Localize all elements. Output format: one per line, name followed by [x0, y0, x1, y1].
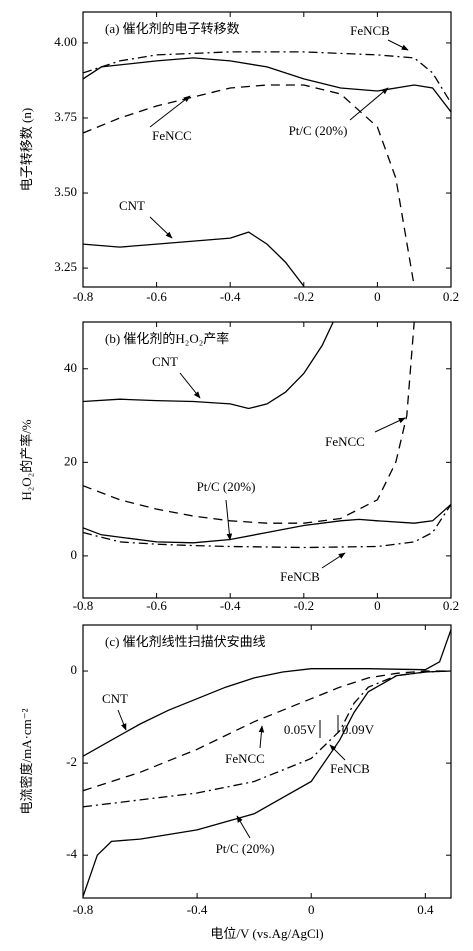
annotation: 0.09V: [342, 722, 375, 737]
x-tick-label: 0.2: [443, 598, 459, 613]
series-label: CNT: [119, 198, 145, 213]
y-axis-label: 电子转移数 (n): [19, 108, 34, 191]
x-tick-label: -0.2: [294, 289, 315, 304]
x-tick-label: -0.4: [220, 598, 241, 613]
series-line: [83, 231, 305, 287]
series-line: [83, 670, 451, 897]
panel-title: (a) 催化剂的电子转移数: [105, 21, 240, 36]
series-label: Pt/C (20%): [216, 841, 275, 856]
series-line: [83, 504, 451, 549]
x-tick-label: 0.4: [417, 902, 434, 917]
plot-area: [83, 322, 451, 549]
plot-frame: [82, 11, 452, 288]
label-arrow: [349, 87, 389, 121]
x-tick-label: 0.2: [443, 289, 459, 304]
plot-frame: [82, 624, 452, 899]
x-tick-label: -0.2: [294, 598, 315, 613]
plot-area: [83, 51, 451, 287]
series-line: [83, 51, 451, 104]
x-tick-label: -0.6: [146, 598, 167, 613]
label-arrow: [149, 216, 173, 239]
series-line: [83, 629, 451, 757]
label-arrow: [236, 815, 251, 839]
y-tick-label: 0: [71, 547, 78, 562]
y-tick-label: -2: [66, 754, 77, 769]
series-label: FeNCB: [350, 23, 390, 38]
series-line: [83, 322, 334, 410]
series-line: [83, 322, 415, 524]
x-tick-label: -0.6: [146, 289, 167, 304]
label-arrow: [321, 552, 346, 569]
x-axis-label: 电位/V (vs.Ag/AgCl): [210, 926, 323, 941]
panel-title: (b) 催化剂的H₂O₂产率: [105, 331, 229, 346]
y-axis-label: H₂O₂的产率/%: [19, 419, 34, 500]
plot-area: [83, 629, 451, 897]
label-arrow: [387, 39, 409, 51]
y-tick-label: 3.75: [54, 109, 77, 124]
series-label: Pt/C (20%): [289, 123, 348, 138]
series-label: FeNCC: [325, 434, 365, 449]
label-arrow: [149, 95, 191, 128]
label-arrow: [329, 744, 346, 761]
series-label: FeNCC: [152, 128, 192, 143]
series-label: CNT: [152, 354, 178, 369]
x-tick-label: -0.4: [187, 902, 208, 917]
label-arrow: [179, 372, 201, 399]
x-tick-label: -0.4: [220, 289, 241, 304]
series-label: CNT: [102, 691, 128, 706]
x-tick-label: 0: [374, 598, 381, 613]
x-tick-label: -0.8: [73, 902, 94, 917]
x-tick-label: -0.8: [73, 289, 94, 304]
series-label: FeNCB: [330, 761, 370, 776]
panel-title: (c) 催化剂线性扫描伏安曲线: [105, 634, 266, 649]
y-tick-label: 3.50: [54, 184, 77, 199]
series-line: [83, 670, 451, 808]
x-tick-label: -0.8: [73, 598, 94, 613]
series-line: [83, 57, 451, 113]
y-axis-label: 电流密度/mA·cm⁻²: [19, 708, 34, 814]
series-label: FeNCB: [280, 569, 320, 584]
label-arrow: [117, 709, 127, 731]
label-arrow: [225, 499, 233, 541]
y-tick-label: 4.00: [54, 34, 77, 49]
y-tick-label: -4: [66, 846, 77, 861]
series-line: [83, 84, 415, 287]
y-tick-label: 40: [64, 360, 77, 375]
x-tick-label: 0: [308, 902, 315, 917]
series-label: FeNCC: [225, 751, 265, 766]
label-arrow: [374, 417, 406, 433]
y-tick-label: 20: [64, 453, 77, 468]
annotation: 0.05V: [284, 722, 317, 737]
series-line: [83, 670, 451, 792]
series-line: [83, 503, 451, 544]
label-arrow: [258, 725, 265, 749]
series-label: Pt/C (20%): [197, 479, 256, 494]
y-tick-label: 3.25: [54, 259, 77, 274]
plot-frame: [82, 321, 452, 599]
x-tick-label: 0: [374, 289, 381, 304]
y-tick-label: 0: [71, 662, 78, 677]
